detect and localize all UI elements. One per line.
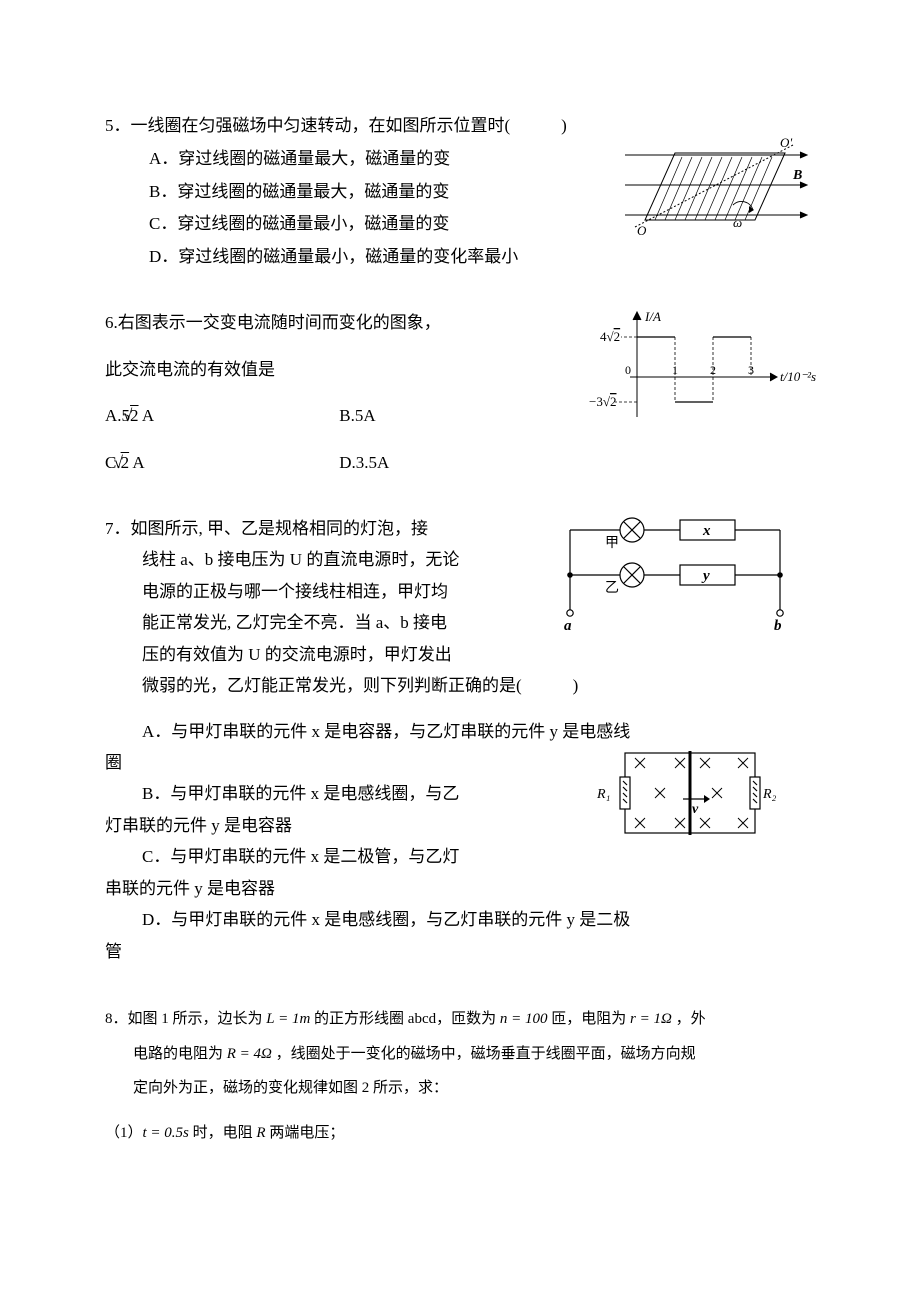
q7-label-yi: 乙	[605, 580, 619, 596]
q7-l5: 压的有效值为 U 的交流电源时，甲灯发出	[105, 639, 800, 670]
q7-opt-d2: 管	[105, 936, 800, 967]
q6-opt-d: D.3.5A	[339, 453, 389, 472]
q7-label-R1: R₁	[596, 787, 610, 802]
q6-row-cd: C.√√22 A D.3.5A	[105, 447, 800, 478]
q6-tick-0: 0	[625, 363, 631, 377]
q5-label-B: B	[792, 168, 802, 183]
q7-label-b: b	[774, 618, 782, 634]
q6-tick-1: 1	[672, 363, 678, 377]
q6-opt-c: C.√√22 A	[105, 447, 335, 478]
q7-label-jia: 甲	[605, 536, 619, 551]
q6-xlabel: t/10⁻²s	[780, 369, 816, 384]
q7-label-y: y	[701, 568, 710, 584]
q8-l2: 电路的电阻为 R = 4Ω ，线圈处于一变化的磁场中，磁场垂直于线圈平面，磁场方…	[105, 1037, 800, 1072]
q5-opt-d: D．穿过线圈的磁通量最小，磁通量的变化率最小	[149, 241, 800, 272]
q5-label-omega: ω	[733, 215, 742, 230]
q7-l6: 微弱的光，乙灯能正常发光，则下列判断正确的是( )	[105, 670, 800, 701]
q8-l1: 8．如图 1 所示，边长为 L = 1m 的正方形线圈 abcd，匝数为 n =…	[105, 1002, 800, 1037]
q7-label-x: x	[702, 523, 711, 539]
question-8: 8．如图 1 所示，边长为 L = 1m 的正方形线圈 abcd，匝数为 n =…	[105, 1002, 800, 1150]
q7-label-R2: R₂	[762, 787, 777, 802]
q6-ylabel: I/A	[644, 309, 661, 324]
question-7: 7．如图所示, 甲、乙是规格相同的灯泡，接 线柱 a、b 接电压为 U 的直流电…	[105, 513, 800, 967]
q7-opt-d: D．与甲灯串联的元件 x 是电感线圈，与乙灯串联的元件 y 是二极	[105, 904, 800, 935]
svg-text:−3√2: −3√2	[589, 394, 616, 409]
q8-sub1: （1）t = 0.5s 时，电阻 R 两端电压；	[105, 1116, 800, 1151]
q7-field-figure: R₁ R₂ v	[585, 741, 785, 851]
q6-tick-2: 2	[710, 363, 716, 377]
q7-label-v: v	[692, 802, 699, 817]
question-5: 5．一线圈在匀强磁场中匀速转动，在如图所示位置时( ) A．穿过线圈的磁通量最大…	[105, 110, 800, 272]
svg-text:4√2: 4√2	[600, 329, 620, 344]
q7-circuit-figure: 甲 乙 x y a b	[550, 510, 800, 635]
q6-opt-a: A.5√√22 A	[105, 400, 335, 431]
q8-l3: 定向外为正，磁场的变化规律如图 2 所示，求：	[105, 1071, 800, 1106]
q7-label-a: a	[564, 618, 572, 634]
q5-label-O: O	[637, 223, 647, 238]
q7-opt-c2: 串联的元件 y 是电容器	[105, 873, 800, 904]
q5-figure: O O' B ω	[615, 135, 815, 245]
q6-opt-b: B.5A	[339, 406, 375, 425]
question-6: 6.右图表示一交变电流随时间而变化的图象， 此交流电流的有效值是 A.5√√22…	[105, 307, 800, 478]
q6-figure: I/A t/10⁻²s 4√2 −3√2 0 1 2 3	[575, 307, 825, 427]
q5-label-Oprime: O'	[780, 135, 792, 150]
q6-tick-3: 3	[748, 363, 754, 377]
